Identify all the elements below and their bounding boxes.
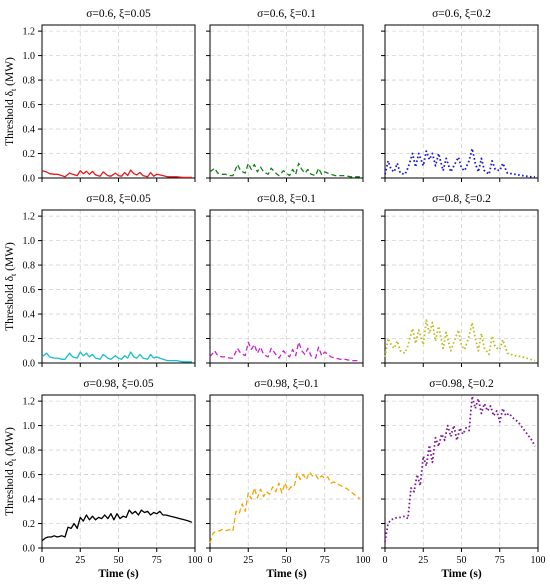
y-axis-label-unit: (MW) [4,427,16,459]
x-tick-label: 75 [495,555,505,566]
series-line [384,147,535,178]
panel-title: σ=0.8, ξ=0.1 [257,193,316,205]
panel-title: σ=0.98, ξ=0.2 [429,378,494,390]
y-tick-label: 1.2 [23,397,36,408]
y-axis-label-subscript: t [9,273,18,276]
y-axis-label-main: Threshold δ [4,276,16,331]
x-tick-label: 0 [208,555,213,566]
x-tick-label: 50 [114,555,124,566]
y-tick-label: 0.2 [23,519,36,530]
y-tick-label: 0.4 [23,310,36,321]
y-tick-label: 0.6 [23,285,36,296]
y-tick-label: 1.2 [23,212,36,223]
y-axis-label-unit: (MW) [4,57,16,89]
y-tick-label: 1.0 [23,236,36,247]
y-axis-label-subscript: t [9,458,18,461]
x-tick-label: 0 [383,555,388,566]
panel-title: σ=0.98, ξ=0.1 [254,378,319,390]
x-axis-label: Time (s) [266,568,307,580]
series-line [384,319,536,362]
panel-9: 0 25 50 75 100 σ=0.98, ξ=0.2 Time (s) [381,378,546,580]
y-tick-label: 0.6 [23,470,36,481]
series-line [41,351,192,363]
panel-title: σ=0.98, ξ=0.05 [83,378,154,390]
y-axis-label: Threshold δt (MW) [4,427,18,516]
series-line [209,162,360,178]
series-line [384,395,536,543]
y-tick-label: 0.0 [23,174,36,185]
panel-title: σ=0.6, ξ=0.1 [257,8,316,20]
panel-8: 0 25 50 75 100 σ=0.98, ξ=0.1 Time (s) [206,378,371,580]
x-tick-label: 50 [457,555,467,566]
y-axis-label-unit: (MW) [4,242,16,274]
y-tick-label: 0.2 [23,149,36,160]
x-tick-label: 75 [320,555,330,566]
x-tick-label: 100 [356,555,371,566]
y-axis-label: Threshold δt (MW) [4,242,18,331]
y-tick-label: 0.4 [23,495,36,506]
y-tick-label: 0.0 [23,544,36,555]
x-tick-label: 100 [188,555,203,566]
y-axis-label-main: Threshold δ [4,461,16,516]
x-tick-label: 0 [40,555,45,566]
panel-5: σ=0.8, ξ=0.1 [206,193,364,367]
series-line [209,341,360,362]
y-tick-label: 0.2 [23,334,36,345]
panel-4: 0.0 0.2 0.4 0.6 0.8 1.0 1.2 σ=0.8, ξ=0.05 Thresh… [4,193,196,370]
x-tick-label: 25 [75,555,85,566]
panel-title: σ=0.6, ξ=0.05 [86,8,151,20]
x-tick-label: 25 [418,555,428,566]
y-tick-label: 0.0 [23,359,36,370]
panel-3: σ=0.6, ξ=0.2 [381,8,539,182]
panel-6: σ=0.8, ξ=0.2 [381,193,539,367]
y-axis-label-main: Threshold δ [4,91,16,146]
y-tick-label: 0.8 [23,446,36,457]
y-tick-label: 0.8 [23,261,36,272]
x-axis-label: Time (s) [441,568,482,580]
series-line [209,471,361,544]
x-axis-label: Time (s) [98,568,139,580]
x-tick-label: 100 [531,555,546,566]
y-tick-label: 0.8 [23,76,36,87]
x-tick-label: 75 [152,555,162,566]
y-tick-label: 1.0 [23,51,36,62]
y-tick-label: 1.0 [23,421,36,432]
panel-7: 0 25 50 75 100 0.0 0.2 0.4 0.6 0.8 1.0 1.2 σ=0.98, ξ… [4,378,203,580]
x-tick-label: 50 [282,555,292,566]
panel-title: σ=0.8, ξ=0.05 [86,193,151,205]
y-tick-label: 1.2 [23,27,36,38]
x-tick-label: 25 [243,555,253,566]
y-axis-label: Threshold δt (MW) [4,57,18,146]
y-tick-label: 0.6 [23,100,36,111]
y-tick-label: 0.4 [23,125,36,136]
y-axis-label-subscript: t [9,88,18,91]
panel-2: σ=0.6, ξ=0.1 [206,8,364,182]
series-line [41,509,193,542]
panel-title: σ=0.6, ξ=0.2 [432,8,491,20]
panel-1: 0.0 0.2 0.4 0.6 0.8 1.0 1.2 σ=0.6, ξ=0.05 Thresh… [4,8,196,185]
panel-title: σ=0.8, ξ=0.2 [432,193,491,205]
series-line [41,169,192,179]
